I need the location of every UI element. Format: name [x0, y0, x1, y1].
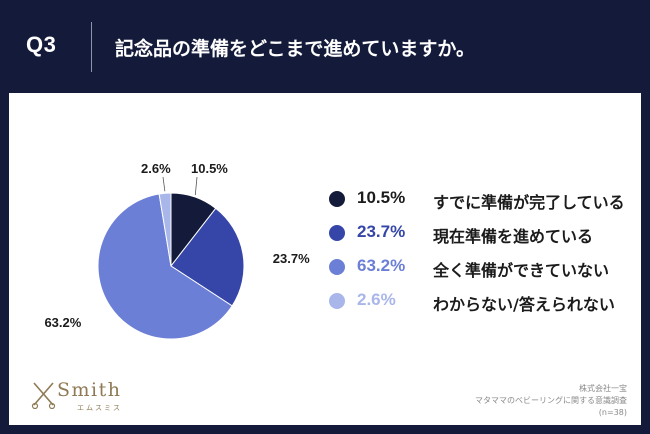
pie-slice-label: 23.7%: [272, 251, 310, 267]
legend-swatch: [329, 225, 345, 241]
header: Q3 記念品の準備をどこまで進めていますか。: [0, 0, 650, 92]
pie-slice: [97, 193, 233, 340]
chart-card: 10.5% 23.7% 63.2% 2.6% 10.5% すでに準備が完了している 23.…: [9, 93, 641, 425]
logo-subtitle: エムスミス: [77, 404, 122, 412]
pie-slice-label: 10.5%: [191, 161, 228, 176]
legend-percent: 10.5%: [357, 188, 406, 207]
legend-percent: 63.2%: [357, 256, 406, 275]
legend-swatch: [329, 191, 345, 207]
pie-slice: [158, 192, 172, 267]
legend-percent: 2.6%: [357, 290, 396, 309]
header-divider: [91, 22, 92, 72]
logo-name: Smith: [57, 379, 122, 401]
scissors-icon: [31, 382, 56, 409]
pie-leader-line: [194, 176, 198, 196]
question-number: Q3: [26, 32, 57, 57]
pie-slice-label: 2.6%: [141, 161, 171, 176]
pie-slice: [170, 207, 245, 307]
footer-company: 株式会社一宝: [579, 384, 627, 393]
legend-label: 現在準備を進めている: [433, 227, 594, 246]
footer-note: 株式会社一宝 マタママのベビーリングに関する意識調査 (n=38): [475, 383, 627, 419]
legend-swatch: [329, 259, 345, 275]
pie-leader-line: [162, 176, 166, 192]
pie-slice-label: 63.2%: [44, 314, 82, 330]
question-text: 記念品の準備をどこまで進めていますか。: [115, 38, 476, 60]
footer-survey: マタママのベビーリングに関する意識調査: [475, 396, 627, 405]
legend-swatch: [329, 293, 345, 309]
pie-chart: [97, 176, 245, 340]
legend-label: 全く準備ができていない: [433, 261, 610, 280]
legend-percent: 23.7%: [357, 222, 406, 241]
smith-logo: Smith エムスミス: [31, 379, 151, 419]
legend-label: すでに準備が完了している: [433, 193, 625, 212]
legend-label: わからない/答えられない: [433, 295, 615, 314]
footer-sample-size: (n=38): [598, 408, 627, 417]
